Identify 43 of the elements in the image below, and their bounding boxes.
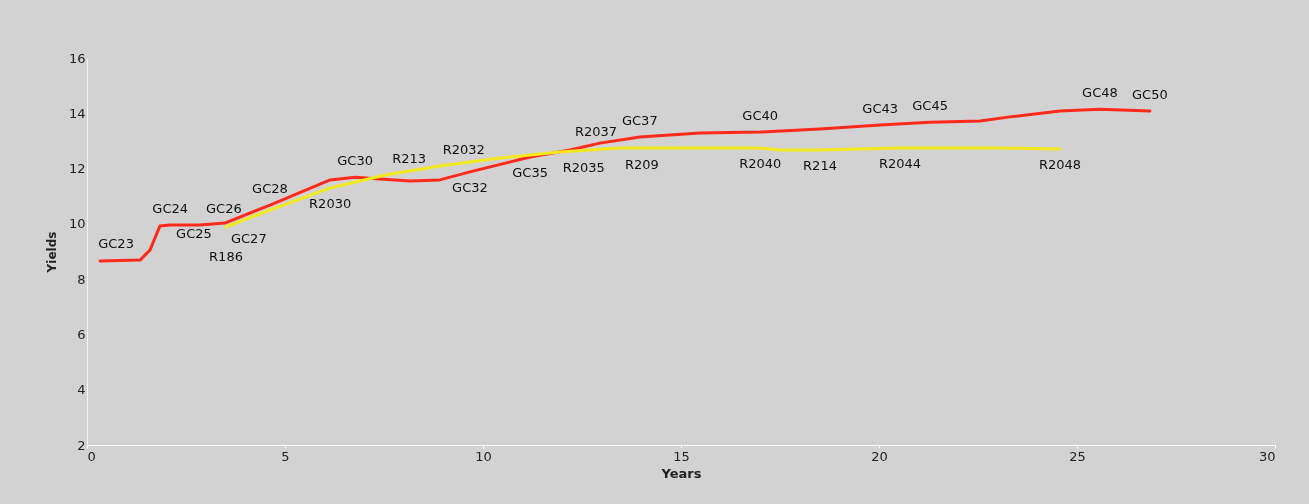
annotation: R214	[803, 158, 837, 174]
x-tick-label: 5	[281, 448, 290, 464]
y-tick-label: 14	[68, 105, 86, 121]
annotation: GC40	[742, 108, 779, 124]
annotation: R2044	[878, 156, 922, 172]
annotation: GC48	[1082, 85, 1118, 101]
annotation: R213	[392, 150, 427, 166]
annotation: GC23	[98, 236, 134, 252]
x-tick-label: 15	[673, 448, 690, 464]
annotation: GC35	[512, 164, 548, 180]
annotation: R2040	[739, 156, 782, 172]
annotation: GC26	[206, 200, 242, 216]
x-tick-label: 25	[1069, 448, 1086, 464]
y-axis-title: Yields	[44, 231, 59, 274]
x-tick-label: 30	[1258, 448, 1276, 464]
annotation: GC28	[252, 181, 288, 197]
annotation: GC50	[1132, 87, 1168, 103]
y-tick-label: 2	[77, 437, 86, 453]
y-tick-label: 16	[68, 50, 86, 66]
x-tick-label: 0	[87, 448, 96, 464]
annotation: R2035	[562, 159, 605, 175]
annotation: GC37	[621, 113, 658, 129]
annotation: R209	[624, 157, 659, 173]
y-tick-label: 10	[68, 216, 86, 232]
annotation: R2037	[574, 124, 618, 140]
y-tick-label: 4	[77, 382, 86, 398]
annotation: GC27	[230, 231, 267, 247]
annotation: GC30	[337, 153, 373, 169]
annotation: R2048	[1038, 156, 1082, 172]
y-tick-label: 8	[77, 271, 86, 287]
annotation: R2030	[309, 195, 352, 211]
annotation: GC32	[452, 179, 488, 195]
y-tick-label: 6	[77, 326, 86, 342]
x-axis-title: Years	[660, 465, 702, 481]
annotation: GC24	[152, 200, 189, 216]
annotation: R2032	[442, 142, 485, 158]
y-tick-label: 12	[68, 161, 86, 177]
annotation: GC45	[912, 98, 948, 114]
x-tick-label: 10	[475, 448, 492, 464]
annotation: GC43	[862, 100, 899, 116]
x-tick-label: 20	[871, 448, 888, 464]
annotation: R186	[209, 248, 243, 264]
annotation: GC25	[176, 226, 212, 242]
